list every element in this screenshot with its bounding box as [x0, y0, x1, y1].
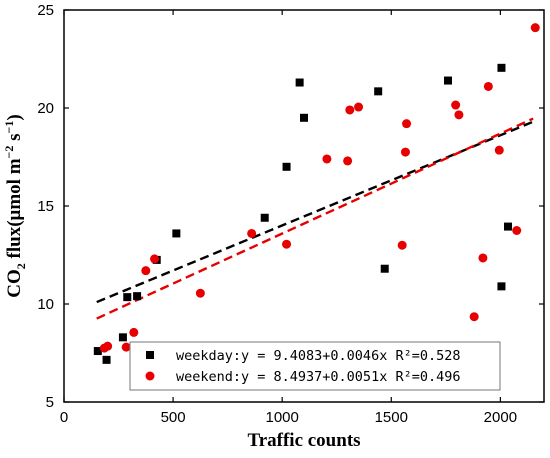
weekday-point: [295, 78, 304, 87]
y-tick-label: 5: [46, 394, 54, 411]
axis-tick-labels: 0 500 1000 1500 2000 5 10 15 20 25: [37, 2, 517, 426]
weekend-point: [354, 102, 364, 112]
data-points: [93, 23, 540, 364]
y-tick-label: 15: [37, 198, 54, 215]
weekend-point: [397, 240, 407, 250]
weekend-point: [247, 228, 257, 238]
x-tick-label: 1000: [265, 409, 298, 426]
weekend-point: [478, 253, 488, 263]
weekday-point: [300, 113, 308, 122]
weekend-point: [494, 145, 504, 155]
regression-lines: [96, 117, 534, 320]
weekend-point: [451, 100, 461, 110]
weekday-point: [133, 292, 142, 301]
weekday-point: [497, 282, 506, 291]
weekend-point: [141, 266, 151, 276]
weekday-legend-marker: [146, 351, 154, 359]
weekend-point: [402, 119, 412, 129]
weekend-point: [400, 147, 410, 157]
weekend-point: [454, 110, 464, 120]
weekday-point: [444, 76, 452, 85]
weekday-point: [374, 87, 383, 96]
weekend-point: [129, 327, 139, 337]
weekend-point: [469, 312, 479, 322]
weekend-point: [322, 154, 332, 164]
x-tick-label: 1500: [375, 409, 408, 426]
weekday-point: [118, 333, 127, 342]
weekday-point: [504, 222, 512, 231]
weekday-point: [260, 213, 269, 222]
weekday-legend-label: weekday:y = 9.4083+0.0046x R²=0.528: [176, 348, 460, 364]
legend-box: [129, 341, 501, 391]
weekend-legend-label: weekend:y = 8.4937+0.0051x R²=0.496: [176, 369, 460, 385]
weekday-point: [497, 63, 506, 72]
weekend-point: [530, 23, 540, 33]
weekend-legend-marker: [145, 371, 155, 381]
x-tick-label: 0: [60, 409, 68, 426]
weekend-point: [512, 226, 522, 235]
weekday-point: [380, 264, 389, 273]
weekend-point: [345, 105, 355, 115]
x-axis-title: Traffic counts: [247, 430, 360, 451]
y-tick-label: 25: [37, 2, 54, 19]
legend: weekday:y = 9.4083+0.0046x R²=0.528 weeke…: [129, 341, 501, 391]
weekend-point: [121, 342, 131, 352]
y-tick-label: 20: [37, 100, 54, 117]
weekday-point: [102, 355, 111, 364]
y-tick-label: 10: [37, 296, 54, 313]
x-tick-label: 500: [161, 409, 186, 426]
weekday-point: [282, 162, 291, 171]
x-tick-label: 2000: [484, 409, 517, 426]
weekend-point: [195, 288, 205, 298]
weekday-point: [93, 347, 102, 356]
weekend-point: [483, 81, 493, 91]
y-axis-title: CO2 flux(μmol m−2 s−1): [2, 114, 28, 297]
weekend-point: [103, 341, 113, 351]
weekend-point: [343, 156, 353, 166]
weekend-point: [150, 254, 160, 264]
axis-ticks: [63, 9, 544, 403]
weekend-fit-line: [96, 117, 534, 320]
weekday-point: [123, 293, 132, 302]
weekend-point: [282, 239, 292, 249]
weekday-point: [172, 229, 181, 238]
